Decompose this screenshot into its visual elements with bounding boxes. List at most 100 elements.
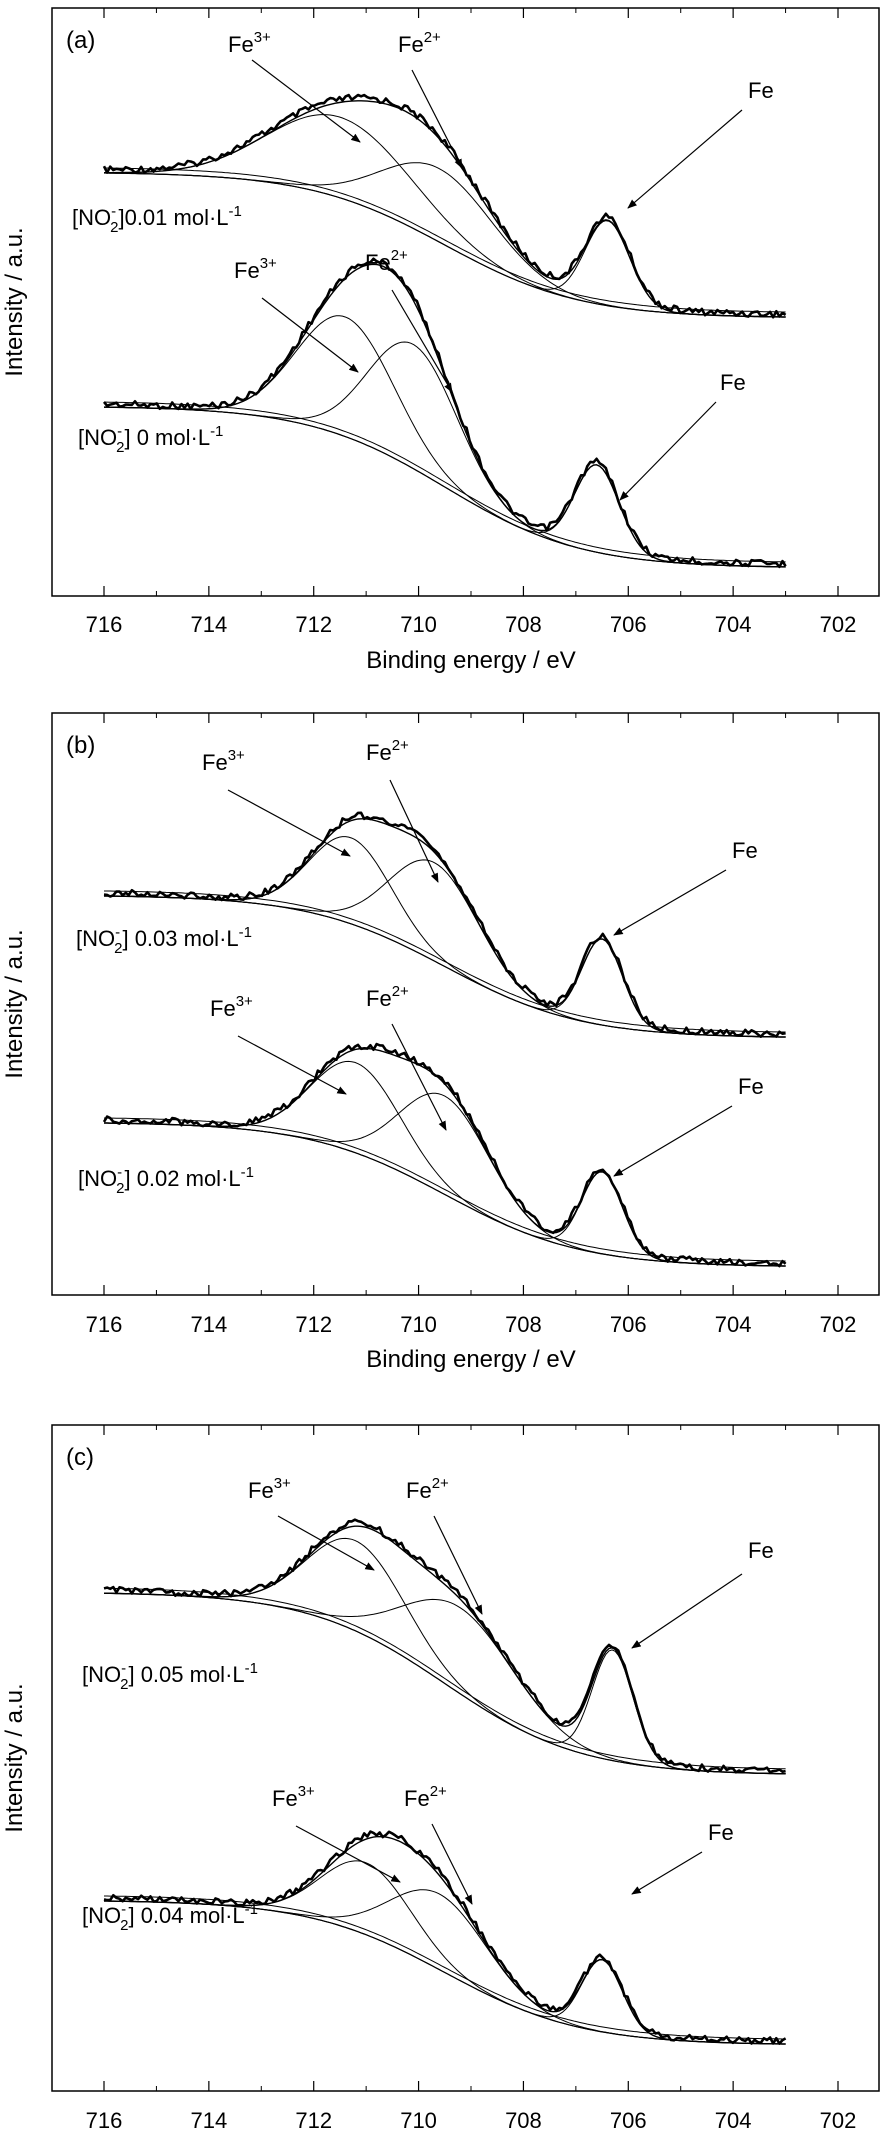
component-peak-1: [104, 1060, 786, 1267]
label-sup: -: [117, 423, 122, 440]
peak-label-fe2: Fe2+: [366, 737, 409, 765]
peak-label-fe2: Fe2+: [398, 29, 441, 57]
spectrum-label: [NO-2]0.01 mol·L-1: [72, 203, 242, 236]
peak-arrow: [613, 869, 727, 936]
peak-label-fe2: Fe2+: [404, 1783, 447, 1811]
plot-frame: [51, 7, 880, 597]
peak-arrow: [237, 1035, 347, 1095]
peak-charge: 2+: [392, 983, 409, 1000]
peak-arrow: [631, 1573, 743, 1649]
chart-panel-1: 716 714 712 710 708 706 704 702 Binding energy /…: [1, 7, 880, 674]
peak-arrow: [251, 59, 361, 143]
label-text: ] 0.05 mol·L: [128, 1662, 244, 1687]
x-tick-label: 714: [190, 2108, 227, 2133]
x-axis-label: Binding energy / eV: [366, 647, 575, 674]
peak-element: Fe: [732, 838, 758, 863]
x-tick-label: 710: [400, 2108, 437, 2133]
label-text: [NO: [78, 425, 117, 450]
raw-spectrum: [103, 811, 786, 1038]
plot-frame: [51, 712, 880, 1296]
peak-arrow: [631, 1851, 703, 1895]
label-exp: -1: [245, 1660, 258, 1677]
peak-label-fe3: Fe3+: [248, 1475, 291, 1503]
label-sup: -: [111, 203, 116, 220]
x-tick-label: 702: [820, 612, 857, 637]
label-text: ] 0.04 mol·L: [128, 1903, 244, 1928]
peak-element: Fe: [365, 250, 391, 275]
peak-element: Fe: [228, 32, 254, 57]
peak-arrow: [619, 401, 717, 501]
peak-charge: 3+: [274, 1475, 291, 1492]
peak-label-fe3: Fe3+: [234, 255, 277, 283]
peak-arrow: [391, 289, 453, 393]
spectrum-label: [NO-2] 0.04 mol·L-1: [82, 1901, 258, 1934]
x-tick-label: 708: [505, 612, 542, 637]
label-exp: -1: [229, 203, 242, 220]
component-peak-1: [103, 1537, 786, 1775]
peak-arrow: [411, 69, 463, 169]
peak-label-fe0: Fe: [720, 370, 746, 395]
raw-spectrum: [102, 257, 787, 569]
x-tick-label: 712: [295, 2108, 332, 2133]
peak-arrow: [433, 1515, 483, 1615]
peak-element: Fe: [404, 1786, 430, 1811]
label-text: ] 0.03 mol·L: [122, 926, 238, 951]
label-text: [NO: [72, 205, 111, 230]
panel-label: (a): [66, 27, 95, 54]
label-exp: -1: [245, 1901, 258, 1918]
x-tick-label: 702: [820, 2108, 857, 2133]
peak-arrow: [613, 1105, 733, 1177]
panel-label: (b): [66, 732, 95, 759]
peak-charge: 2+: [391, 247, 408, 264]
spectrum-label: [NO-2] 0 mol·L-1: [78, 423, 223, 456]
label-exp: -1: [239, 924, 252, 941]
peak-label-fe0: Fe: [738, 1074, 764, 1099]
peak-element: Fe: [366, 986, 392, 1011]
label-sub: 2: [114, 940, 122, 957]
peak-arrow: [227, 789, 351, 857]
peak-charge: 3+: [236, 993, 253, 1010]
label-text: [NO: [82, 1903, 121, 1928]
peak-arrow: [277, 1515, 375, 1571]
chart-panel-2: 716 714 712 710 708 706 704 702 Binding energy /…: [1, 712, 880, 1373]
raw-spectrum: [103, 1518, 786, 1774]
component-peak-3: [104, 1122, 786, 1267]
fit-envelope: [104, 263, 786, 568]
y-axis-label: Intensity / a.u.: [1, 227, 28, 376]
peak-arrow: [389, 779, 439, 883]
x-tick-label: 716: [86, 2108, 123, 2133]
background-curve-2: [104, 167, 786, 313]
peak-element: Fe: [202, 750, 228, 775]
peak-label-fe3: Fe3+: [210, 993, 253, 1021]
label-exp: -1: [210, 423, 223, 440]
peak-label-fe0: Fe: [708, 1820, 734, 1845]
peak-element: Fe: [272, 1786, 298, 1811]
x-tick-label: 708: [505, 1312, 542, 1337]
label-sub: 2: [110, 219, 118, 236]
peak-label-fe2: Fe2+: [406, 1475, 449, 1503]
label-sup: -: [121, 1660, 126, 1677]
x-tick-label: 704: [715, 612, 752, 637]
peak-element: Fe: [398, 32, 424, 57]
label-sup: -: [117, 1164, 122, 1181]
peak-arrow: [431, 1823, 473, 1905]
raw-spectrum: [103, 1830, 787, 2045]
peak-arrow: [261, 297, 359, 373]
x-tick-label: 712: [295, 612, 332, 637]
x-tick-label: 706: [610, 1312, 647, 1337]
peak-label-fe2: Fe2+: [365, 247, 408, 275]
plot-frame: [51, 1424, 880, 2092]
peak-charge: 3+: [298, 1783, 315, 1800]
x-tick-label: 716: [86, 1312, 123, 1337]
peak-arrow: [391, 1023, 447, 1131]
peak-element: Fe: [248, 1478, 274, 1503]
label-text: ]0.01 mol·L: [118, 205, 228, 230]
component-peak-1: [104, 1860, 786, 2045]
x-tick-label: 712: [295, 1312, 332, 1337]
peak-charge: 2+: [424, 29, 441, 46]
peak-element: Fe: [720, 370, 746, 395]
